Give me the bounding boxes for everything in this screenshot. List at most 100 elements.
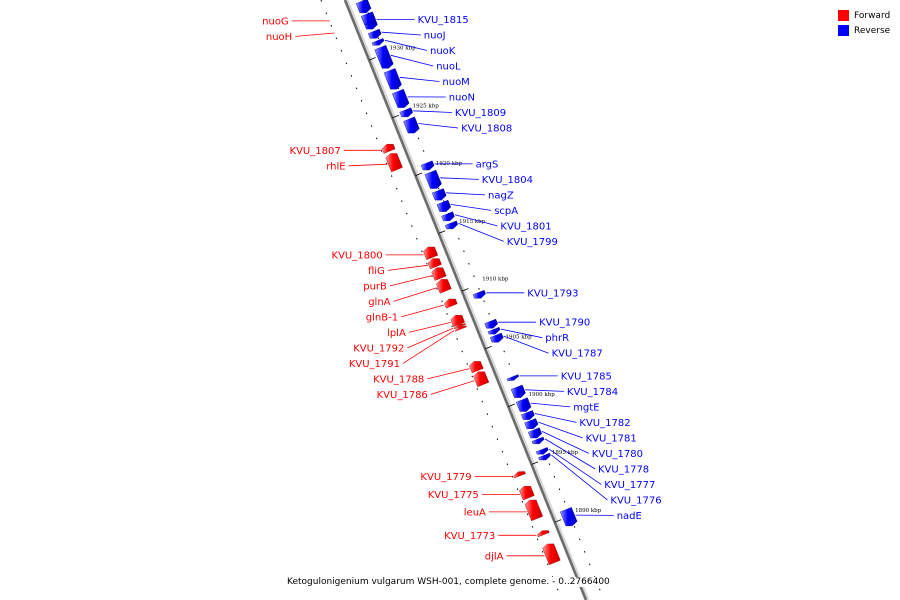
gene-label-djlA[interactable]: djlA	[485, 551, 504, 562]
gene-label-glnB-1[interactable]: glnB-1	[366, 312, 398, 323]
gene-label-scpA[interactable]: scpA	[494, 206, 518, 217]
gene-label-KVU_1808[interactable]: KVU_1808	[461, 124, 512, 135]
gene-arrow-KVU_1809[interactable]	[399, 107, 414, 118]
gene-arrow-phrR[interactable]	[487, 326, 501, 335]
gene-arrow-leuA[interactable]	[524, 499, 543, 522]
gene-label-KVU_1775[interactable]: KVU_1775	[428, 490, 479, 501]
gene-arrow-KVU_1777[interactable]	[535, 447, 549, 455]
gene-arrow-lplA[interactable]	[450, 315, 465, 327]
gene-label-nuoJ[interactable]: nuoJ	[424, 31, 446, 42]
gene-label-fliG[interactable]: fliG	[368, 266, 385, 277]
legend: Forward Reverse	[838, 8, 890, 38]
gene-label-KVU_1791[interactable]: KVU_1791	[349, 359, 400, 370]
gene-label-KVU_1781[interactable]: KVU_1781	[586, 433, 637, 444]
scale-tick-label: 1900 kbp	[529, 392, 556, 398]
gene-arrow-nuoJ[interactable]	[367, 28, 382, 39]
gene-label-KVU_1782[interactable]: KVU_1782	[579, 418, 630, 429]
gene-arrow-purB[interactable]	[431, 267, 447, 281]
gene-arrow-KVU_1779[interactable]	[513, 471, 526, 479]
gene-label-KVU_1809[interactable]: KVU_1809	[455, 108, 506, 119]
gene-label-KVU_1807[interactable]: KVU_1807	[290, 146, 341, 157]
gene-label-rhlE[interactable]: rhlE	[326, 161, 345, 172]
scale-tick	[554, 519, 562, 523]
gene-label-KVU_1777[interactable]: KVU_1777	[604, 480, 655, 491]
gene-label-nuoN[interactable]: nuoN	[449, 93, 475, 104]
gene-label-phrR[interactable]: phrR	[545, 333, 569, 344]
gene-label-KVU_1799[interactable]: KVU_1799	[507, 237, 558, 248]
gene-label-mgtE[interactable]: mgtE	[573, 402, 599, 413]
gene-arrow-nuoK[interactable]	[371, 38, 385, 46]
gene-arrow-scpA[interactable]	[436, 199, 452, 212]
gene-arrow-KVU_1788[interactable]	[469, 361, 484, 374]
gene-label-KVU_1790[interactable]: KVU_1790	[539, 318, 590, 329]
gene-arrow-KVU_1778[interactable]	[531, 436, 545, 444]
gene-arrow-nadE[interactable]	[560, 507, 578, 527]
gene-label-KVU_1815[interactable]: KVU_1815	[418, 15, 469, 26]
gene-arrow-KVU_1776[interactable]	[538, 452, 551, 461]
gene-label-KVU_1786[interactable]: KVU_1786	[377, 390, 428, 401]
gene-arrow-nuoM[interactable]	[383, 68, 402, 90]
gene-leader-line	[384, 39, 428, 51]
gene-arrow-nuoN[interactable]	[392, 88, 410, 108]
gene-arrow-KVU_1801[interactable]	[441, 211, 455, 222]
gene-label-KVU_1792[interactable]: KVU_1792	[353, 343, 404, 354]
gene-label-purB[interactable]: purB	[363, 281, 387, 292]
gene-arrow-KVU_1799[interactable]	[444, 220, 459, 230]
gene-label-KVU_1793[interactable]: KVU_1793	[527, 288, 578, 299]
gene-label-glnA[interactable]: glnA	[368, 297, 390, 308]
gene-label-KVU_1779[interactable]: KVU_1779	[420, 472, 471, 483]
gene-label-KVU_1776[interactable]: KVU_1776	[610, 495, 661, 506]
gene-arrow-KVU_1780[interactable]	[528, 427, 543, 439]
gene-label-leuA[interactable]: leuA	[464, 507, 486, 518]
gene-arrow-KVU_1773[interactable]	[536, 530, 550, 538]
gene-arrow-glnB-1[interactable]	[444, 298, 458, 309]
gene-label-KVU_1800[interactable]: KVU_1800	[332, 250, 383, 261]
gene-leader-line	[295, 32, 335, 37]
gene-arrow-mgtE[interactable]	[515, 397, 532, 412]
gene-label-nadE[interactable]: nadE	[617, 511, 642, 522]
gene-label-KVU_1785[interactable]: KVU_1785	[561, 371, 612, 382]
gene-label-KVU_1787[interactable]: KVU_1787	[552, 349, 603, 360]
gene-label-nuoM[interactable]: nuoM	[442, 77, 469, 88]
gene-arrow-KVU_1781[interactable]	[524, 418, 539, 429]
gene-arrow-KVU_1792[interactable]	[453, 323, 466, 330]
gene-arrow-nuoH[interactable]	[360, 11, 376, 25]
gene-label-lplA[interactable]: lplA	[387, 328, 406, 339]
gene-arrow-KVU_1808[interactable]	[403, 116, 420, 134]
gene-label-KVU_1773[interactable]: KVU_1773	[444, 531, 495, 542]
gene-label-KVU_1784[interactable]: KVU_1784	[567, 387, 618, 398]
gene-label-nuoH[interactable]: nuoH	[266, 32, 292, 43]
gene-arrow-KVU_1793[interactable]	[472, 289, 486, 299]
gene-arrow-rhlE[interactable]	[385, 153, 403, 173]
gene-arrow-KVU_1791[interactable]	[454, 325, 467, 332]
gene-arrow-KVU_1787[interactable]	[489, 332, 504, 343]
gene-arrow-KVU_1785[interactable]	[506, 374, 520, 382]
scale-tick-label: 1890 kbp	[575, 508, 602, 514]
gene-arrow-KVU_1784[interactable]	[510, 384, 526, 398]
gene-arrow-nagZ[interactable]	[431, 188, 447, 201]
gene-label-argS[interactable]: argS	[476, 159, 499, 170]
gene-label-KVU_1804[interactable]: KVU_1804	[482, 175, 533, 186]
gene-arrow-KVU_1804[interactable]	[424, 169, 442, 189]
gene-arrow-KVU_1800[interactable]	[423, 246, 439, 260]
gene-label-KVU_1801[interactable]: KVU_1801	[500, 221, 551, 232]
gene-arrow-nuoG[interactable]	[355, 0, 372, 14]
gene-arrow-argS[interactable]	[420, 160, 435, 171]
gene-label-nuoL[interactable]: nuoL	[436, 62, 461, 73]
gene-arrow-glnA[interactable]	[436, 279, 452, 294]
gene-label-nuoK[interactable]: nuoK	[430, 46, 456, 57]
gene-label-KVU_1778[interactable]: KVU_1778	[598, 464, 649, 475]
gene-arrow-KVU_1790[interactable]	[484, 318, 498, 329]
gene-label-nuoG[interactable]: nuoG	[262, 16, 289, 27]
gene-arrow-KVU_1807[interactable]	[381, 143, 396, 154]
gene-arrow-KVU_1786[interactable]	[473, 371, 490, 388]
gene-arrow-djlA[interactable]	[542, 543, 561, 565]
gene-arrow-fliG[interactable]	[427, 258, 442, 270]
gene-label-KVU_1788[interactable]: KVU_1788	[373, 374, 424, 385]
gene-arrow-KVU_1782[interactable]	[521, 410, 535, 420]
gene-arrow-nuoL[interactable]	[374, 45, 394, 69]
gene-label-nagZ[interactable]: nagZ	[488, 190, 514, 201]
gene-label-KVU_1780[interactable]: KVU_1780	[592, 449, 643, 460]
gene-arrow-KVU_1775[interactable]	[519, 486, 535, 501]
